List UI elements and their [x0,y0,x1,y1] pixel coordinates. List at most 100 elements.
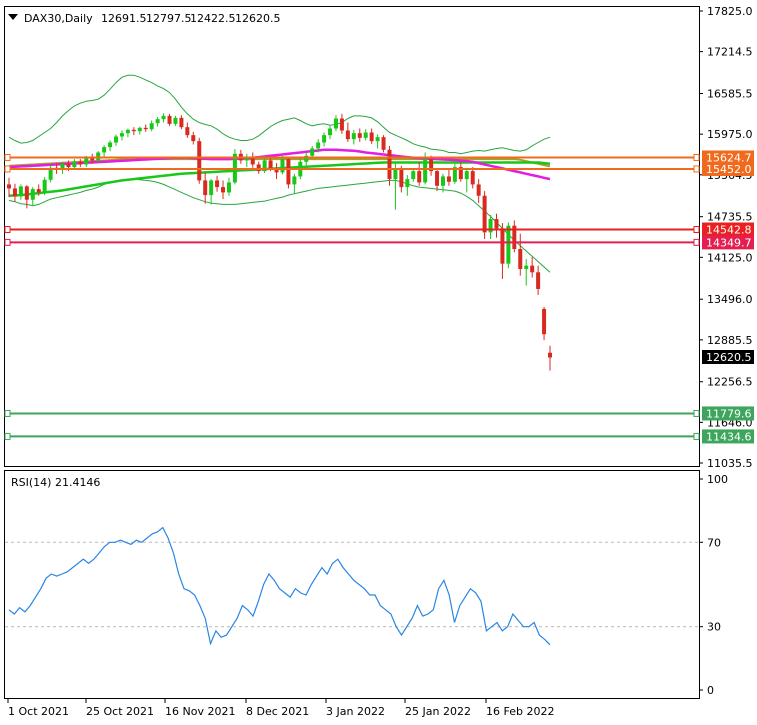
candle-body [435,171,440,186]
candle-body [381,137,386,150]
candle [60,161,65,174]
candle-body [30,189,35,200]
level-handle-right[interactable] [693,432,700,440]
level-handle-right[interactable] [693,409,700,417]
level-line[interactable]: 15452.0 [4,161,754,176]
bollinger-upper-band [8,74,551,155]
level-handle-left[interactable] [4,153,11,161]
candle-body [274,169,279,173]
candle-body [12,188,17,197]
rsi-panel-frame [4,470,700,699]
rsi-tick-label: 100 [707,473,728,486]
candle [339,113,344,134]
candle-body [108,142,113,148]
candle-body [387,149,392,180]
candle [226,177,231,196]
price-tick-label: 11035.5 [707,457,753,470]
candle [363,129,368,141]
symbol-label: DAX30,Daily [24,12,93,25]
candle [250,152,255,168]
ma-fast-line [8,148,551,181]
candle-body [114,136,119,143]
price-tick-label: 14125.0 [707,251,753,264]
level-handle-left[interactable] [4,432,11,440]
candle-body [440,176,445,186]
candle-body [173,117,178,124]
candle [24,185,29,209]
candle [244,153,249,168]
candle-body [524,265,529,269]
candle-body [357,133,362,138]
candle [280,155,285,175]
candle [155,117,160,127]
level-handle-left[interactable] [4,165,11,173]
candle [524,258,529,286]
open-value: 12691.5 [101,12,147,25]
level-line[interactable]: 11434.6 [4,429,754,444]
bollinger-lower-band [8,178,551,273]
level-tag: 14349.7 [706,236,752,249]
candle-body [250,157,255,165]
candle-body [399,169,404,188]
candle-body [530,265,535,273]
level-line[interactable]: 11779.6 [4,406,754,421]
candle-body [7,184,11,189]
candle [476,179,481,204]
candle [464,167,469,193]
candle [108,140,113,152]
level-tag: 11434.6 [706,430,752,443]
candle-body [143,127,148,130]
candle-body [66,163,71,168]
candle [458,161,463,182]
candle [12,183,17,202]
candle [221,180,226,200]
bollinger-bands [8,74,551,273]
candle-body [494,219,499,229]
current-price-tag: 12620.5 [706,351,752,364]
candle [292,173,297,194]
candle-body [470,171,475,185]
price-tick-label: 17214.5 [707,46,753,59]
candle [215,175,220,192]
candle-body [215,180,220,188]
time-axis: 1 Oct 2021 25 Oct 2021 16 Nov 2021 8 Dec 20… [7,698,554,718]
candle-body [149,123,154,130]
candle-body [280,159,285,173]
candle-body [84,157,89,165]
candle-body [24,186,29,200]
chart-menu-triangle-icon[interactable] [8,14,18,20]
candle [7,177,11,198]
time-tick-label: 16 Nov 2021 [165,705,235,718]
level-handle-left[interactable] [4,226,11,234]
level-handle-right[interactable] [693,153,700,161]
candle-body [393,169,398,180]
candle-body [411,171,416,180]
level-line[interactable]: 14542.8 [4,222,754,237]
level-tag-bg [702,429,754,444]
level-line[interactable]: 15624.7 [4,150,754,165]
level-handle-right[interactable] [693,226,700,234]
candle [345,122,350,142]
candle-body [482,195,487,233]
candle-body [137,127,142,132]
candle-body [446,176,451,182]
candle-body [452,167,457,182]
level-handle-left[interactable] [4,238,11,246]
level-handle-left[interactable] [4,409,11,417]
level-line[interactable]: 14349.7 [4,235,754,250]
price-tick-label: 15975.0 [707,128,753,141]
candle-body [363,132,368,138]
high-value: 12797.5 [146,12,192,25]
candle [48,164,53,183]
level-handle-right[interactable] [693,165,700,173]
candle [548,345,552,371]
rsi-tick-label: 70 [707,536,721,549]
candle [494,213,499,238]
level-handle-right[interactable] [693,238,700,246]
candle-body [256,164,261,172]
candle-body [244,157,249,161]
candle [542,306,547,341]
rsi-indicator-label: RSI(14) 21.4146 [11,476,100,489]
